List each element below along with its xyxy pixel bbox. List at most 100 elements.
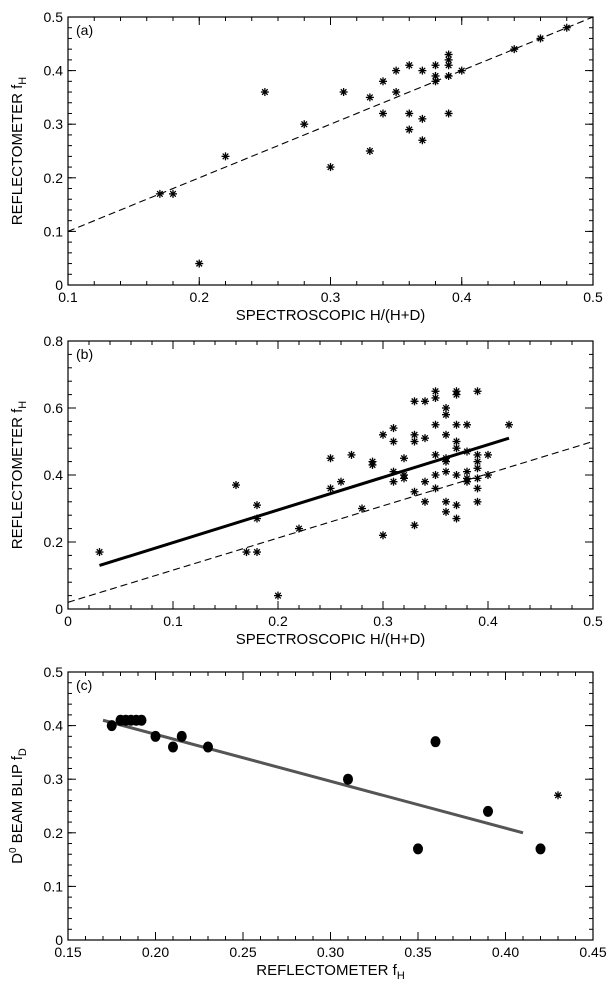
x-tick-label: 0 <box>64 613 72 629</box>
data-point <box>442 404 450 412</box>
data-point <box>389 467 398 476</box>
data-point <box>430 736 441 748</box>
data-point <box>442 507 450 516</box>
data-point <box>410 397 419 406</box>
data-point <box>400 471 408 479</box>
data-point-asterisk <box>554 791 562 800</box>
x-tick-label: 0.30 <box>317 944 344 960</box>
plot-area <box>102 718 524 835</box>
y-tick-label: 0.1 <box>44 878 64 894</box>
data-point <box>260 88 269 97</box>
data-point <box>232 481 240 490</box>
y-tick-label: 0.5 <box>44 9 64 25</box>
data-point <box>326 454 335 463</box>
data-point <box>242 548 251 557</box>
data-point <box>106 720 117 732</box>
x-tick-label: 0.5 <box>583 613 603 629</box>
data-point <box>379 430 387 439</box>
chart-panel-3: 0.15 0.20 0.25 0.30 0.35 0.40 0.45 0 0.1 0.2 0.3 0.… <box>8 664 607 982</box>
data-point <box>442 467 450 476</box>
data-point <box>421 477 429 486</box>
data-point <box>343 773 353 785</box>
data-point <box>295 524 303 533</box>
data-point <box>326 484 335 493</box>
data-point <box>413 843 423 855</box>
data-point <box>473 387 482 396</box>
y-tick-label: 0.4 <box>44 718 64 734</box>
data-point <box>463 420 471 429</box>
x-tick-label: 0.45 <box>579 944 606 960</box>
data-point <box>176 730 187 742</box>
data-point <box>155 189 164 198</box>
data-point <box>337 477 345 486</box>
data-point <box>392 88 401 97</box>
x-tick-label: 0.1 <box>58 289 78 305</box>
data-point <box>452 514 461 523</box>
data-point <box>300 120 309 129</box>
data-point <box>431 387 440 396</box>
data-point <box>483 805 493 817</box>
data-point <box>421 397 429 406</box>
x-tick-label: 0.4 <box>452 289 472 305</box>
data-point <box>410 430 419 439</box>
y-tick-label: 0.2 <box>44 825 64 841</box>
data-point <box>169 189 177 198</box>
panel-label: (c) <box>76 677 92 693</box>
data-point <box>442 430 450 439</box>
data-point <box>168 741 178 753</box>
data-point <box>347 450 356 459</box>
y-tick-label: 0.3 <box>44 771 64 787</box>
data-point <box>400 454 408 463</box>
data-point <box>452 437 461 446</box>
data-point <box>136 714 147 726</box>
data-point <box>253 501 261 510</box>
data-point <box>418 136 427 145</box>
plot-area <box>68 17 593 232</box>
data-point <box>444 50 453 59</box>
fit-line-solid-gray <box>102 718 524 835</box>
y-axis-label: D0 BEAM BLIP fD <box>8 748 29 864</box>
data-point <box>473 484 482 493</box>
y-tick-label: 0.8 <box>44 333 64 349</box>
data-point <box>431 471 440 479</box>
fit-line-dashed <box>68 440 593 603</box>
x-axis-label: SPECTROSCOPIC H/(H+D) <box>236 631 426 648</box>
chart-panel-2: 0 0.1 0.2 0.3 0.4 0.5 0 0.2 0.4 0.6 0.8 (b) SPECTROS… <box>9 333 603 648</box>
data-point <box>379 109 387 118</box>
data-point <box>365 147 374 155</box>
data-point <box>410 437 419 446</box>
data-point <box>203 741 213 753</box>
y-tick-label: 0 <box>55 932 63 948</box>
y-tick-label: 0.6 <box>44 400 64 416</box>
data-point <box>452 420 461 429</box>
data-point <box>452 471 461 479</box>
data-point <box>536 34 545 43</box>
data-point <box>452 501 461 510</box>
data-point <box>431 484 440 493</box>
x-tick-label: 0.15 <box>54 944 81 960</box>
data-point <box>195 259 204 268</box>
data-point <box>418 114 427 123</box>
data-point <box>358 504 366 513</box>
data-point <box>379 531 387 540</box>
data-point <box>463 474 471 483</box>
data-point <box>442 454 450 463</box>
plot-frame <box>67 340 594 610</box>
y-tick-label: 0.4 <box>44 63 64 79</box>
x-tick-label: 0.5 <box>583 289 603 305</box>
x-tick-label: 0.1 <box>163 613 183 629</box>
panel-label: (a) <box>76 22 93 38</box>
x-tick-label: 0.4 <box>478 613 498 629</box>
data-point <box>463 467 471 476</box>
data-point <box>339 88 348 97</box>
data-point <box>253 514 261 523</box>
x-tick-label: 0.20 <box>142 944 169 960</box>
x-axis-label: REFLECTOMETER fH <box>256 962 405 982</box>
data-point <box>221 152 230 161</box>
y-tick-label: 0 <box>55 601 63 617</box>
y-tick-label: 0.3 <box>44 116 64 132</box>
data-point <box>379 77 387 86</box>
y-axis-label: REFLECTOMETER fH <box>9 77 29 226</box>
data-point <box>405 125 414 134</box>
data-point <box>405 61 414 70</box>
